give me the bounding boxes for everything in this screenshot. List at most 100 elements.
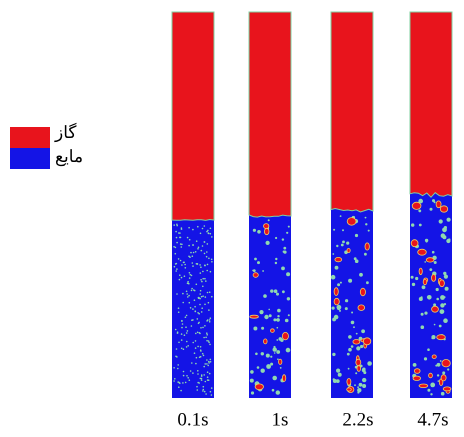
gas-bubble [264, 227, 270, 236]
bubble [194, 347, 197, 349]
gas-bubble [418, 267, 423, 276]
bubble [192, 251, 195, 254]
bubble [195, 356, 198, 359]
bubble [188, 277, 191, 279]
bubble [443, 271, 447, 276]
bubble [342, 229, 344, 232]
bubble [275, 236, 278, 240]
bubble [200, 327, 202, 329]
bubble [178, 341, 180, 344]
bubble [188, 244, 190, 247]
gas-bubble [254, 383, 264, 391]
bubble [188, 272, 191, 274]
gas-bubble [418, 383, 429, 388]
bubble [173, 367, 175, 369]
bubble [182, 292, 184, 295]
bubble [199, 377, 202, 380]
bubble [202, 388, 205, 391]
gas-bubble [346, 387, 352, 392]
bubble [188, 294, 190, 297]
gas-bubble [357, 304, 365, 311]
bubble [194, 305, 196, 308]
bubble [435, 364, 438, 367]
gas-bubble [431, 305, 439, 313]
bubble [364, 252, 367, 256]
bubble [254, 257, 257, 261]
bubble [198, 332, 201, 334]
bubble [443, 226, 447, 230]
bubble [261, 326, 265, 330]
bubble [436, 374, 440, 377]
bubble [194, 340, 197, 342]
bubble [208, 257, 210, 260]
bubble [186, 375, 188, 377]
bubble [252, 269, 256, 272]
bubble [188, 379, 191, 382]
bubble [276, 292, 279, 296]
bubble [200, 375, 203, 377]
bubble [357, 391, 360, 394]
bubble [208, 372, 211, 375]
bubble [252, 228, 256, 232]
bubble [200, 374, 203, 376]
bubble [265, 240, 270, 245]
legend-label: مایع [55, 147, 83, 167]
bubble [207, 229, 209, 232]
bubble [186, 236, 189, 239]
bubble [421, 285, 426, 290]
bubble [332, 253, 335, 255]
bubble [182, 301, 184, 304]
bubble [201, 280, 203, 283]
bubble [204, 380, 207, 383]
bubble [209, 361, 212, 363]
bubble [177, 307, 180, 310]
bubble [199, 272, 202, 274]
bubble [191, 287, 193, 290]
bubble [176, 224, 178, 227]
bubble [447, 368, 450, 371]
bubble [424, 238, 429, 243]
bubble [173, 224, 175, 226]
bubble [194, 251, 197, 253]
gas-bubble [428, 372, 433, 379]
bubble [203, 374, 205, 376]
bubble [439, 309, 445, 314]
bubble [362, 384, 367, 388]
bubble [431, 250, 435, 254]
bubble [204, 325, 206, 327]
bubble [209, 317, 212, 320]
bubble [174, 246, 177, 249]
bubble [187, 280, 189, 283]
bubble [197, 248, 199, 250]
bubble [180, 347, 183, 350]
bubble [262, 270, 264, 272]
gas-bubble [411, 201, 422, 210]
bubble [348, 335, 352, 339]
bubble [197, 381, 199, 384]
bubble [436, 362, 441, 367]
bubble [346, 241, 350, 245]
gas-bubble [355, 358, 362, 366]
bubble [277, 358, 279, 361]
bubble [418, 198, 424, 204]
bubble [191, 319, 193, 322]
bubble [367, 361, 372, 366]
bubble [210, 387, 213, 389]
bubble [353, 257, 357, 261]
bubble [287, 225, 290, 228]
bubble [268, 308, 271, 311]
bubble [270, 289, 274, 293]
bubble [433, 323, 436, 326]
bubble [180, 276, 183, 279]
bubble [334, 265, 339, 270]
bubble [192, 341, 194, 344]
bubble [179, 382, 181, 385]
bubble [208, 341, 210, 344]
bubble [440, 303, 445, 308]
bubble [209, 343, 211, 346]
bubble [440, 295, 445, 300]
bubble [342, 240, 345, 244]
bubble [437, 380, 440, 382]
bubble [186, 330, 189, 332]
bubble [410, 275, 414, 279]
